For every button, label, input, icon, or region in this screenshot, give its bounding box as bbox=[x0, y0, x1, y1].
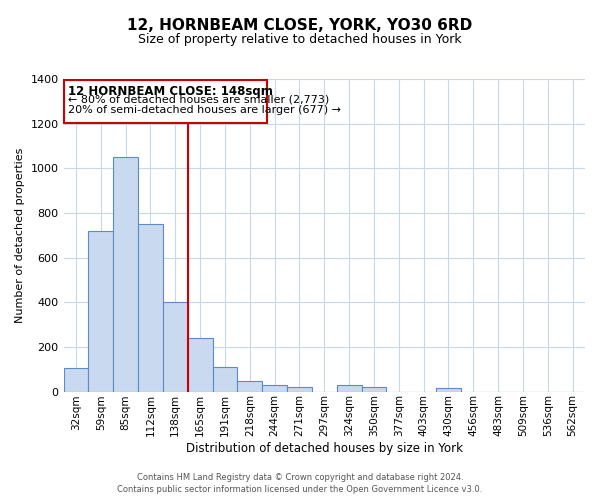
Bar bbox=[138, 224, 163, 392]
Bar bbox=[238, 381, 262, 392]
Bar bbox=[362, 387, 386, 392]
FancyBboxPatch shape bbox=[64, 80, 267, 122]
Bar bbox=[188, 338, 212, 392]
Y-axis label: Number of detached properties: Number of detached properties bbox=[15, 148, 25, 323]
Bar bbox=[262, 386, 287, 392]
Bar bbox=[64, 368, 88, 392]
Text: 12 HORNBEAM CLOSE: 148sqm: 12 HORNBEAM CLOSE: 148sqm bbox=[68, 84, 272, 98]
Bar bbox=[287, 386, 312, 392]
Bar bbox=[88, 231, 113, 392]
Text: ← 80% of detached houses are smaller (2,773): ← 80% of detached houses are smaller (2,… bbox=[68, 94, 329, 104]
X-axis label: Distribution of detached houses by size in York: Distribution of detached houses by size … bbox=[186, 442, 463, 455]
Bar bbox=[337, 386, 362, 392]
Bar bbox=[163, 302, 188, 392]
Text: 12, HORNBEAM CLOSE, YORK, YO30 6RD: 12, HORNBEAM CLOSE, YORK, YO30 6RD bbox=[127, 18, 473, 32]
Text: Size of property relative to detached houses in York: Size of property relative to detached ho… bbox=[138, 34, 462, 46]
Bar bbox=[212, 367, 238, 392]
Text: Contains HM Land Registry data © Crown copyright and database right 2024.
Contai: Contains HM Land Registry data © Crown c… bbox=[118, 472, 482, 494]
Bar bbox=[436, 388, 461, 392]
Text: 20% of semi-detached houses are larger (677) →: 20% of semi-detached houses are larger (… bbox=[68, 105, 341, 115]
Bar bbox=[113, 157, 138, 392]
